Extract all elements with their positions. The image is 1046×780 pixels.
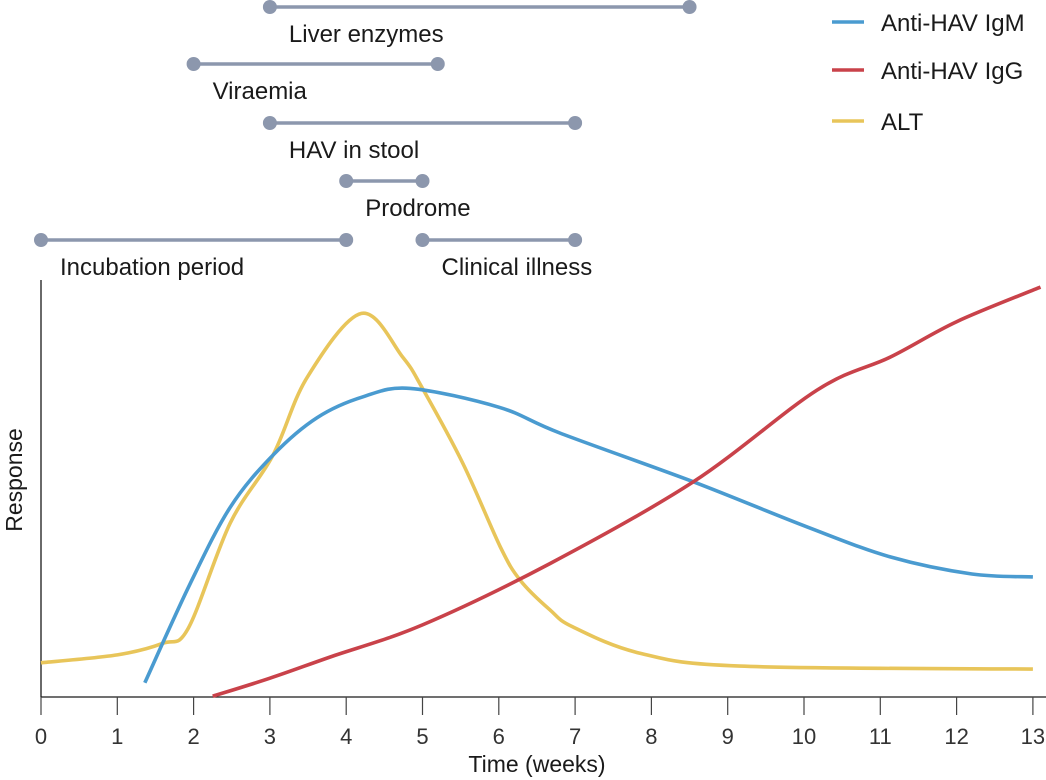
range-label: Viraemia [213, 78, 308, 105]
range-end-dot [568, 116, 583, 130]
x-tick-label: 5 [416, 724, 428, 749]
range-start-dot [415, 233, 430, 247]
x-tick-label: 3 [264, 724, 276, 749]
x-tick-label: 8 [645, 724, 657, 749]
range-viraemia: Viraemia [186, 57, 445, 105]
x-axis-title: Time (weeks) [468, 751, 605, 777]
x-tick-label: 13 [1021, 724, 1045, 749]
x-tick-label: 12 [944, 724, 968, 749]
range-incubation-period: Incubation period [34, 233, 354, 281]
range-end-dot [430, 57, 445, 71]
range-start-dot [34, 233, 48, 247]
range-clinical-illness: Clinical illness [415, 233, 593, 281]
x-tick-label: 1 [111, 724, 123, 749]
range-start-dot [262, 0, 277, 14]
range-prodrome: Prodrome [339, 174, 471, 222]
series-line-anti-hav-igm [143, 386, 1033, 684]
x-tick-label: 11 [869, 724, 892, 749]
range-start-dot [339, 174, 354, 188]
range-label: HAV in stool [289, 137, 419, 164]
range-label: Prodrome [365, 195, 470, 222]
legend: Anti-HAV IgM Anti-HAV IgG ALT [832, 10, 1025, 136]
range-end-dot [339, 233, 354, 247]
x-tick-label: 2 [187, 724, 199, 749]
x-tick-label: 6 [493, 724, 505, 749]
range-start-dot [262, 116, 277, 130]
range-label: Liver enzymes [289, 21, 444, 48]
legend-label: Anti-HAV IgG [881, 58, 1023, 85]
x-tick-label: 4 [340, 724, 352, 749]
series-lines [40, 285, 1042, 698]
range-liver-enzymes: Liver enzymes [262, 0, 697, 48]
range-end-dot [568, 233, 583, 247]
axes: 0 1 2 3 4 5 6 7 8 9 10 11 12 13 Time (weeks) Response [1, 280, 1046, 777]
x-tick-label: 10 [792, 724, 816, 749]
legend-item: Anti-HAV IgM [832, 10, 1025, 37]
x-tick-label: 9 [722, 724, 734, 749]
range-label: Clinical illness [442, 254, 593, 281]
range-label: Incubation period [60, 254, 244, 281]
range-end-dot [415, 174, 430, 188]
range-hav-in-stool: HAV in stool [262, 116, 583, 164]
legend-label: ALT [881, 109, 924, 136]
x-tick-label: 0 [35, 724, 47, 749]
x-tick-label: 7 [569, 724, 581, 749]
range-start-dot [186, 57, 201, 71]
phase-ranges: Liver enzymes Viraemia HAV in stool Prodrom… [34, 0, 697, 281]
legend-item: Anti-HAV IgG [832, 58, 1023, 85]
series-line-alt [40, 311, 1033, 671]
legend-item: ALT [832, 109, 924, 136]
range-end-dot [682, 0, 697, 14]
series-line-anti-hav-igg [212, 285, 1042, 698]
legend-label: Anti-HAV IgM [881, 10, 1025, 37]
x-ticks: 0 1 2 3 4 5 6 7 8 9 10 11 12 13 [35, 697, 1045, 749]
y-axis-title: Response [1, 428, 27, 532]
